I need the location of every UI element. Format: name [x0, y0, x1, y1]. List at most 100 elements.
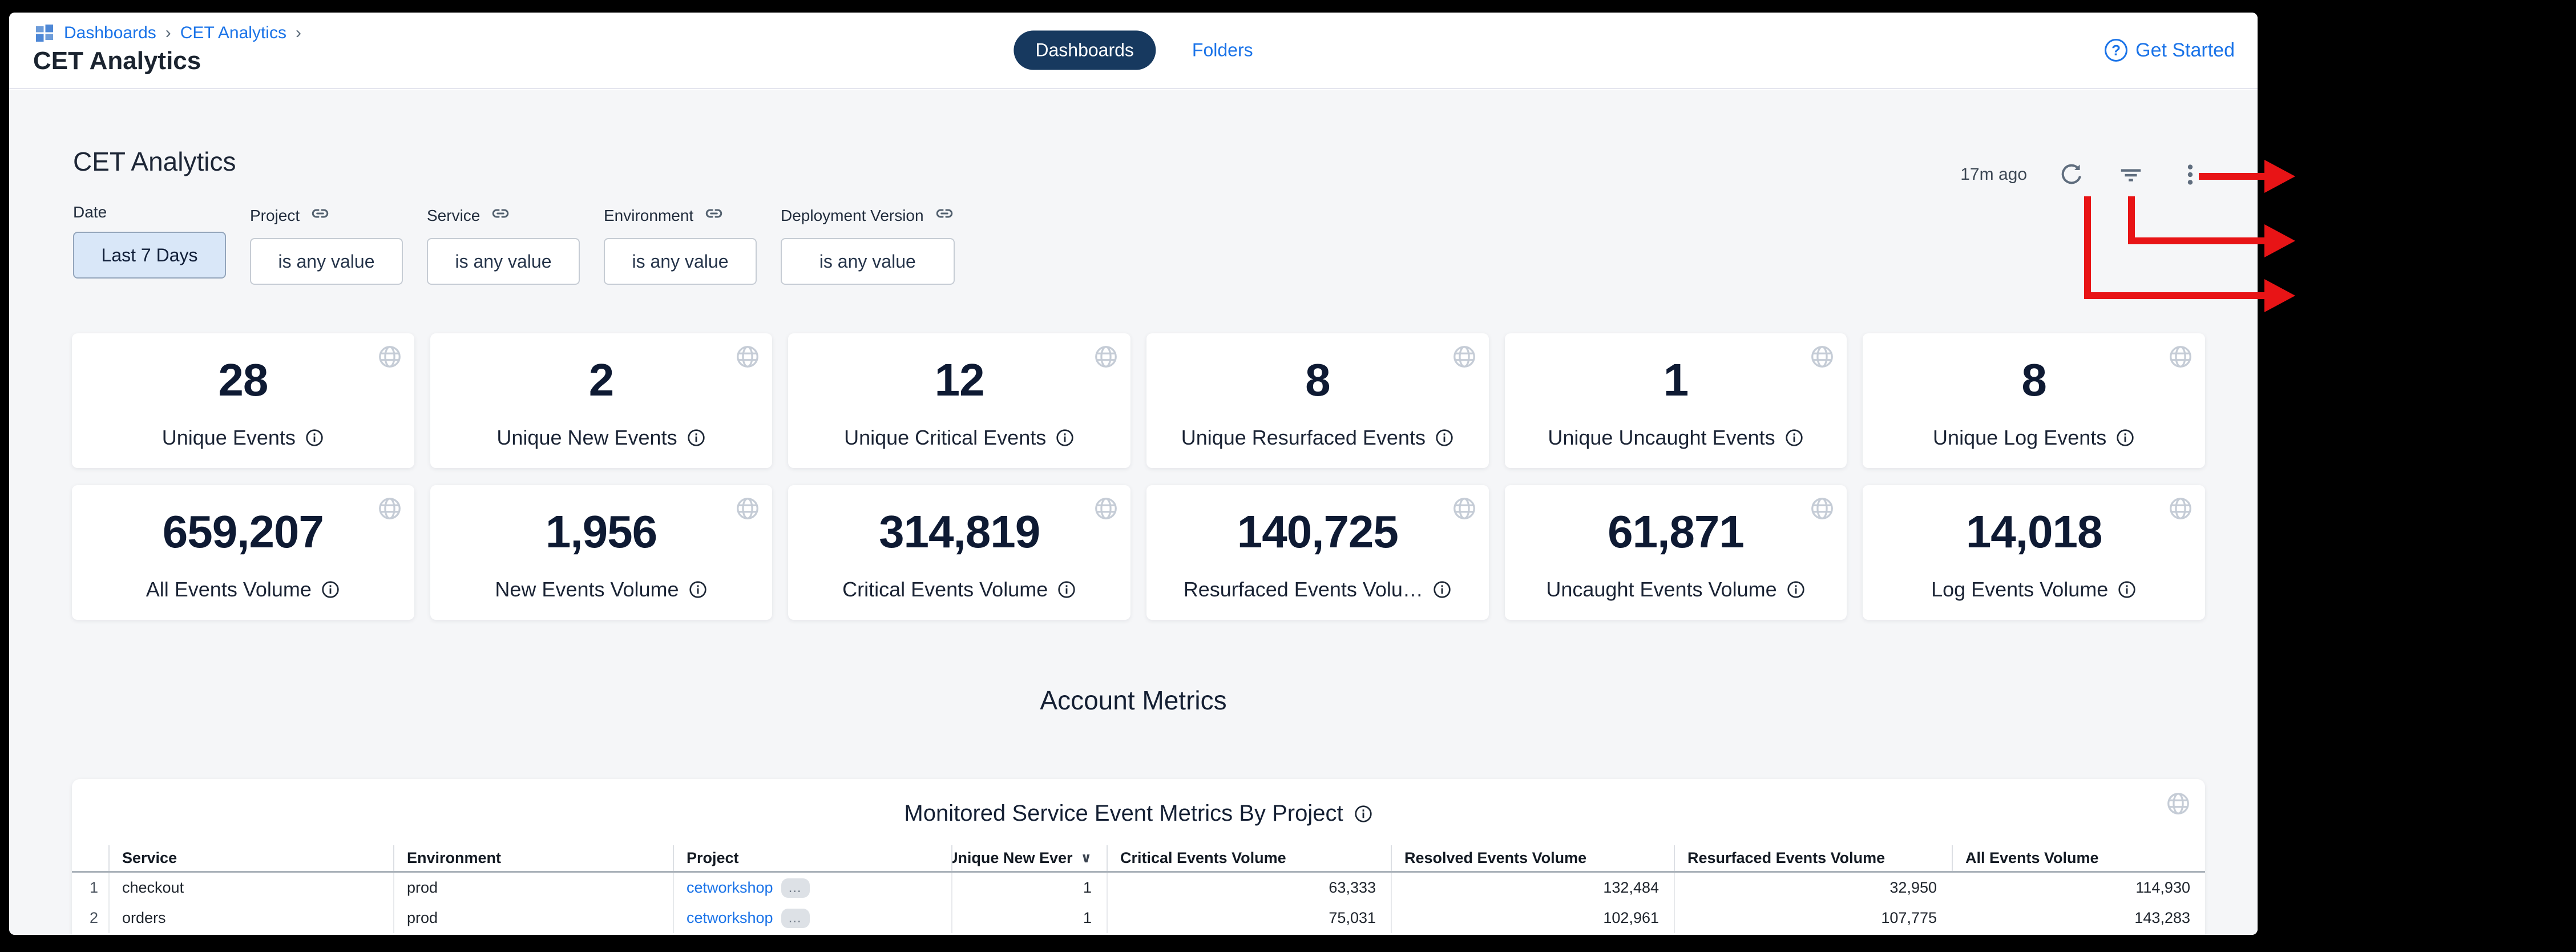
kpi-label: Unique New Events	[496, 426, 677, 449]
kpi-value: 659,207	[162, 506, 324, 557]
filter-value-chip[interactable]: is any value	[250, 238, 403, 285]
link-icon	[934, 203, 955, 228]
breadcrumb-link[interactable]: CET Analytics	[180, 23, 286, 42]
globe-icon	[1451, 344, 1477, 373]
table-card: Monitored Service Event Metrics By Proje…	[72, 779, 2205, 935]
cell-resolved: 132,484	[1391, 873, 1674, 903]
kpi-value: 140,725	[1237, 506, 1399, 557]
column-header-critical[interactable]: Critical Events Volume	[1107, 845, 1391, 871]
link-icon	[490, 203, 511, 228]
filter-value-chip[interactable]: is any value	[427, 238, 580, 285]
cell-project: cetworkshop …	[673, 873, 951, 903]
kpi-tile: 659,207 All Events Volume	[72, 485, 414, 620]
info-icon[interactable]	[2115, 428, 2135, 447]
breadcrumb-link[interactable]: Dashboards	[64, 23, 156, 42]
cell-resurfaced: 107,775	[1674, 903, 1952, 933]
dashboard-body: CET Analytics 17m ago	[9, 90, 2258, 935]
info-icon[interactable]	[321, 580, 340, 599]
cell-service: checkout	[108, 873, 393, 903]
info-icon[interactable]	[305, 428, 324, 447]
globe-icon	[2167, 344, 2194, 373]
kpi-value: 28	[218, 354, 268, 405]
info-icon[interactable]	[1055, 428, 1075, 447]
filter-value-chip[interactable]: Last 7 Days	[73, 232, 226, 279]
kpi-label: Critical Events Volume	[842, 578, 1048, 601]
column-header-unique-new[interactable]: Unique New Ever ∨	[951, 845, 1107, 871]
globe-icon	[1093, 495, 1119, 525]
info-icon[interactable]	[1435, 428, 1454, 447]
info-icon[interactable]	[1354, 804, 1373, 824]
top-bar: Dashboards › CET Analytics › CET Analyti…	[9, 13, 2258, 89]
project-link[interactable]: cetworkshop	[687, 909, 773, 926]
row-number: 1	[89, 879, 98, 896]
table-body: 1 checkout prod cetworkshop … 1 63,333 1…	[72, 873, 2205, 933]
kpi-tile-grid: 28 Unique Events	[72, 333, 2205, 620]
cell-unique-new: 1	[951, 903, 1107, 933]
kpi-tile: 12 Unique Critical Events	[788, 333, 1130, 468]
cell-all: 143,283	[2134, 909, 2190, 926]
globe-icon	[377, 344, 403, 373]
kpi-value: 14,018	[1965, 506, 2103, 557]
breadcrumb-separator-icon: ›	[165, 23, 171, 42]
info-icon[interactable]	[1057, 580, 1076, 599]
tab-folders[interactable]: Folders	[1192, 39, 1253, 60]
app-window: Dashboards › CET Analytics › CET Analyti…	[9, 13, 2258, 935]
kpi-value: 61,871	[1608, 506, 1745, 557]
filter: Environment is any value	[604, 203, 757, 285]
column-header-environment[interactable]: Environment	[393, 845, 673, 871]
filter-label: Date	[73, 203, 107, 221]
filter-value-chip[interactable]: is any value	[604, 238, 757, 285]
row-number: 2	[89, 909, 98, 926]
info-icon[interactable]	[2117, 580, 2137, 599]
globe-icon	[1451, 495, 1477, 525]
project-link[interactable]: cetworkshop	[687, 879, 773, 896]
kpi-label: Unique Events	[161, 426, 296, 449]
kpi-tile: 2 Unique New Events	[430, 333, 773, 468]
table-row: 1 checkout prod cetworkshop … 1 63,333 1…	[72, 873, 2205, 903]
tab-dashboards[interactable]: Dashboards	[1014, 30, 1156, 70]
refresh-icon[interactable]	[2057, 160, 2086, 189]
link-icon	[704, 203, 724, 228]
help-icon: ?	[2105, 39, 2128, 62]
link-icon	[310, 203, 330, 228]
kpi-value: 314,819	[879, 506, 1040, 557]
kpi-tile: 28 Unique Events	[72, 333, 414, 468]
column-header-service[interactable]: Service	[108, 845, 393, 871]
metrics-table: Service Environment Project Unique New E…	[72, 845, 2205, 933]
more-menu-icon[interactable]	[2175, 160, 2205, 189]
cell-environment: prod	[393, 873, 673, 903]
top-tabs: Dashboards Folders	[1014, 30, 1253, 70]
dashboard-filter-icon[interactable]	[2116, 160, 2146, 189]
column-header-resolved[interactable]: Resolved Events Volume	[1391, 845, 1674, 871]
cell-all: 114,930	[2135, 879, 2190, 896]
column-header-all[interactable]: All Events Volume	[1952, 845, 2205, 871]
filter: Deployment Version is any value	[781, 203, 955, 285]
table-title: Monitored Service Event Metrics By Proje…	[904, 801, 1343, 826]
dashboard-title: CET Analytics	[73, 147, 236, 176]
info-icon[interactable]	[1786, 580, 1806, 599]
globe-icon	[2167, 495, 2194, 525]
kpi-value: 8	[1305, 354, 1330, 405]
breadcrumb-separator-icon: ›	[295, 23, 301, 42]
column-header-project[interactable]: Project	[673, 845, 951, 871]
info-icon[interactable]	[688, 580, 708, 599]
info-icon[interactable]	[1784, 428, 1804, 447]
kpi-value: 1,956	[545, 506, 657, 557]
project-overflow-badge[interactable]: …	[781, 878, 810, 898]
kpi-tile: 8 Unique Log Events	[1863, 333, 2205, 468]
globe-icon	[1809, 344, 1835, 373]
cell-service: orders	[108, 903, 393, 933]
cell-unique-new: 1	[951, 873, 1107, 903]
info-icon[interactable]	[687, 428, 706, 447]
kpi-value: 1	[1663, 354, 1689, 405]
kpi-label: Uncaught Events Volume	[1546, 578, 1777, 601]
filter-value-chip[interactable]: is any value	[781, 238, 955, 285]
get-started-link[interactable]: ? Get Started	[2105, 39, 2235, 62]
column-header-resurfaced[interactable]: Resurfaced Events Volume	[1674, 845, 1952, 871]
info-icon[interactable]	[1432, 580, 1452, 599]
kpi-tile: 1,956 New Events Volume	[430, 485, 773, 620]
project-overflow-badge[interactable]: …	[781, 908, 810, 928]
page-title: CET Analytics	[33, 47, 201, 75]
filter-label: Environment	[604, 206, 694, 224]
kpi-tile: 8 Unique Resurfaced Events	[1146, 333, 1489, 468]
